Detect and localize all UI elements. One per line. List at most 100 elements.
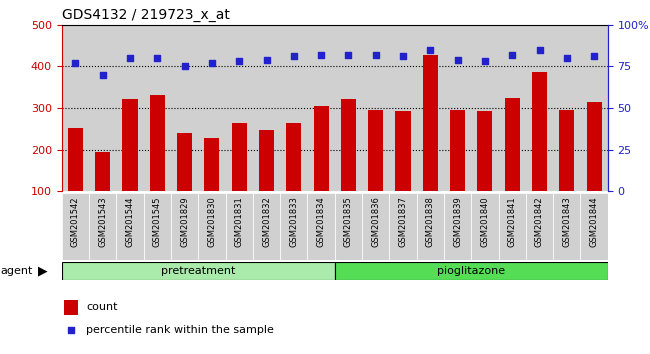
Point bbox=[98, 72, 108, 78]
Text: agent: agent bbox=[1, 266, 33, 276]
Point bbox=[452, 57, 463, 63]
Bar bbox=[362, 25, 389, 191]
Point bbox=[398, 53, 408, 59]
Bar bbox=[532, 72, 547, 191]
Bar bbox=[144, 25, 171, 191]
Text: GSM201840: GSM201840 bbox=[480, 196, 489, 247]
Bar bbox=[89, 25, 116, 191]
Point bbox=[261, 57, 272, 63]
Point bbox=[589, 53, 599, 59]
Bar bbox=[198, 193, 226, 260]
Bar bbox=[64, 300, 78, 314]
Bar bbox=[62, 262, 335, 280]
Bar bbox=[368, 110, 384, 191]
Bar bbox=[559, 110, 575, 191]
Text: GSM201833: GSM201833 bbox=[289, 196, 298, 247]
Bar bbox=[389, 25, 417, 191]
Point bbox=[316, 52, 326, 58]
Point bbox=[425, 47, 436, 52]
Bar bbox=[253, 193, 280, 260]
Bar bbox=[422, 55, 438, 191]
Point bbox=[70, 60, 81, 66]
Text: percentile rank within the sample: percentile rank within the sample bbox=[86, 325, 274, 335]
Text: GSM201844: GSM201844 bbox=[590, 196, 599, 247]
Point bbox=[289, 53, 299, 59]
Text: GSM201841: GSM201841 bbox=[508, 196, 517, 247]
Text: GSM201836: GSM201836 bbox=[371, 196, 380, 247]
Text: GSM201544: GSM201544 bbox=[125, 196, 135, 247]
Text: GSM201545: GSM201545 bbox=[153, 196, 162, 247]
Point bbox=[234, 58, 244, 64]
Bar bbox=[417, 193, 444, 260]
Bar bbox=[335, 262, 608, 280]
Bar bbox=[286, 122, 302, 191]
Text: pretreatment: pretreatment bbox=[161, 266, 235, 276]
Bar bbox=[553, 25, 580, 191]
Bar bbox=[444, 25, 471, 191]
Bar bbox=[89, 193, 116, 260]
Text: pioglitazone: pioglitazone bbox=[437, 266, 505, 276]
Point bbox=[125, 55, 135, 61]
Bar bbox=[95, 152, 110, 191]
Point bbox=[179, 63, 190, 69]
Bar bbox=[122, 99, 138, 191]
Text: GSM201835: GSM201835 bbox=[344, 196, 353, 247]
Point bbox=[343, 52, 354, 58]
Text: GSM201543: GSM201543 bbox=[98, 196, 107, 247]
Text: GSM201838: GSM201838 bbox=[426, 196, 435, 247]
Text: count: count bbox=[86, 302, 118, 312]
Bar bbox=[116, 25, 144, 191]
Bar bbox=[389, 193, 417, 260]
Bar bbox=[253, 25, 280, 191]
Bar bbox=[526, 25, 553, 191]
Text: GDS4132 / 219723_x_at: GDS4132 / 219723_x_at bbox=[62, 8, 229, 22]
Bar bbox=[417, 25, 444, 191]
Point bbox=[534, 47, 545, 52]
Bar bbox=[307, 193, 335, 260]
Text: GSM201829: GSM201829 bbox=[180, 196, 189, 247]
Text: GSM201839: GSM201839 bbox=[453, 196, 462, 247]
Bar bbox=[307, 25, 335, 191]
Bar bbox=[231, 122, 247, 191]
Bar bbox=[335, 193, 362, 260]
Bar bbox=[499, 193, 526, 260]
Bar bbox=[62, 25, 89, 191]
Bar bbox=[444, 193, 471, 260]
Bar bbox=[586, 102, 602, 191]
Bar bbox=[477, 111, 493, 191]
Bar bbox=[499, 25, 526, 191]
Bar bbox=[177, 133, 192, 191]
Point bbox=[507, 52, 517, 58]
Point bbox=[480, 58, 490, 64]
Bar bbox=[226, 25, 253, 191]
Bar bbox=[198, 25, 226, 191]
Text: GSM201834: GSM201834 bbox=[317, 196, 326, 247]
Bar bbox=[144, 193, 171, 260]
Bar bbox=[171, 25, 198, 191]
Bar bbox=[553, 193, 580, 260]
Bar bbox=[204, 138, 220, 191]
Bar bbox=[471, 25, 499, 191]
Text: GSM201842: GSM201842 bbox=[535, 196, 544, 247]
Point bbox=[66, 327, 77, 332]
Bar bbox=[362, 193, 389, 260]
Bar bbox=[259, 130, 274, 191]
Bar bbox=[471, 193, 499, 260]
Text: GSM201837: GSM201837 bbox=[398, 196, 408, 247]
Bar bbox=[580, 193, 608, 260]
Text: ▶: ▶ bbox=[38, 264, 47, 277]
Bar bbox=[116, 193, 144, 260]
Bar bbox=[226, 193, 253, 260]
Point bbox=[562, 55, 572, 61]
Bar bbox=[504, 98, 520, 191]
Text: GSM201832: GSM201832 bbox=[262, 196, 271, 247]
Bar bbox=[526, 193, 553, 260]
Point bbox=[207, 60, 217, 66]
Bar bbox=[313, 106, 329, 191]
Bar bbox=[280, 193, 307, 260]
Bar bbox=[68, 127, 83, 191]
Bar bbox=[395, 111, 411, 191]
Bar bbox=[341, 99, 356, 191]
Bar bbox=[450, 110, 465, 191]
Text: GSM201843: GSM201843 bbox=[562, 196, 571, 247]
